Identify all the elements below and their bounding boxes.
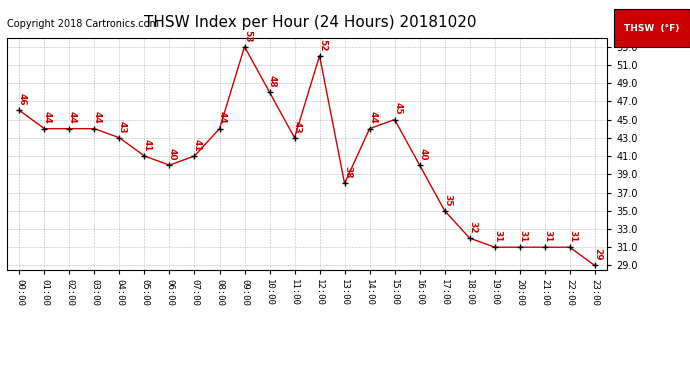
Text: 44: 44 [93, 111, 102, 124]
Text: 40: 40 [168, 148, 177, 160]
Text: 53: 53 [243, 30, 252, 42]
Text: 48: 48 [268, 75, 277, 88]
Text: 44: 44 [368, 111, 377, 124]
Text: 31: 31 [493, 230, 502, 243]
Text: 41: 41 [143, 139, 152, 152]
Text: 40: 40 [418, 148, 427, 160]
Text: 52: 52 [318, 39, 327, 51]
Text: 32: 32 [468, 221, 477, 234]
Text: Copyright 2018 Cartronics.com: Copyright 2018 Cartronics.com [7, 19, 159, 29]
Text: 44: 44 [43, 111, 52, 124]
Text: 44: 44 [68, 111, 77, 124]
Text: 38: 38 [343, 166, 352, 179]
Text: 44: 44 [218, 111, 227, 124]
Text: 35: 35 [443, 194, 452, 206]
Text: THSW Index per Hour (24 Hours) 20181020: THSW Index per Hour (24 Hours) 20181020 [144, 15, 477, 30]
Text: 45: 45 [393, 102, 402, 115]
Text: 43: 43 [293, 121, 302, 133]
Text: 46: 46 [18, 93, 27, 106]
Text: THSW  (°F): THSW (°F) [624, 24, 680, 33]
Text: 31: 31 [518, 230, 527, 243]
Text: 31: 31 [543, 230, 552, 243]
Text: 31: 31 [568, 230, 577, 243]
Text: 29: 29 [593, 248, 602, 261]
Text: 41: 41 [193, 139, 202, 152]
Text: 43: 43 [118, 121, 127, 133]
